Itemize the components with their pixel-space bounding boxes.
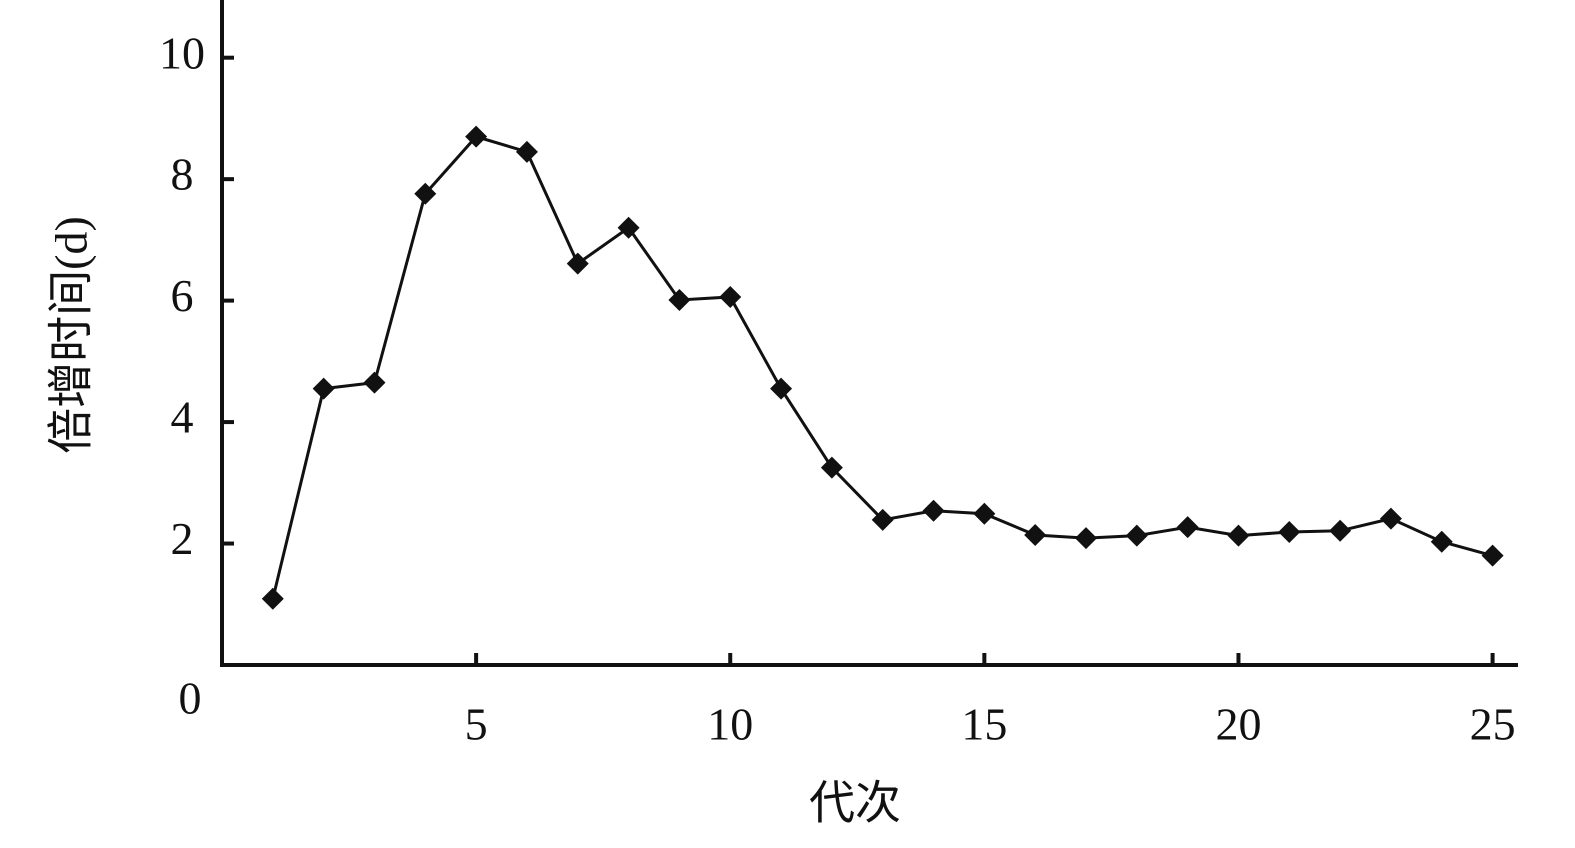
marker <box>1125 524 1148 547</box>
marker <box>1176 516 1199 539</box>
marker <box>566 252 589 275</box>
marker <box>770 377 793 400</box>
marker <box>719 285 742 308</box>
marker <box>1024 524 1047 547</box>
marker <box>973 502 996 525</box>
y-tick-label: 6 <box>171 270 194 321</box>
y-tick-label: 0 <box>179 673 202 724</box>
x-tick-label: 15 <box>961 699 1007 750</box>
marker <box>312 377 335 400</box>
marker <box>414 182 437 205</box>
marker <box>1379 507 1402 530</box>
marker <box>820 456 843 479</box>
marker <box>1329 519 1352 542</box>
marker <box>363 371 386 394</box>
marker <box>871 508 894 531</box>
y-tick-label: 4 <box>171 392 194 443</box>
marker <box>465 125 488 148</box>
marker <box>617 216 640 239</box>
marker <box>1430 530 1453 553</box>
marker <box>922 499 945 522</box>
x-tick-label: 10 <box>707 699 753 750</box>
x-tick-label: 20 <box>1215 699 1261 750</box>
y-tick-label: 10 <box>159 27 205 78</box>
marker <box>1227 524 1250 547</box>
x-axis-label: 代次 <box>809 778 901 829</box>
marker <box>261 587 284 610</box>
y-tick-label: 2 <box>171 513 194 564</box>
y-axis-label: 倍增时间(d) <box>46 216 97 454</box>
marker <box>515 140 538 163</box>
x-tick-label: 5 <box>465 699 488 750</box>
x-tick-label: 25 <box>1470 699 1516 750</box>
marker <box>1278 521 1301 543</box>
y-tick-label: 8 <box>171 149 194 200</box>
marker <box>668 289 691 312</box>
marker <box>1075 527 1097 550</box>
marker <box>1481 544 1504 567</box>
